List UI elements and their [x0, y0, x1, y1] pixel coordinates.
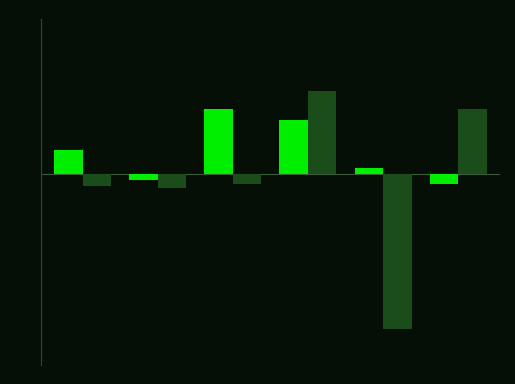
Bar: [430, 174, 458, 184]
Bar: [204, 109, 233, 174]
Bar: [354, 168, 383, 174]
Bar: [280, 121, 308, 174]
Bar: [54, 150, 82, 174]
Bar: [129, 174, 158, 180]
Bar: [383, 174, 411, 329]
Bar: [233, 174, 261, 184]
Bar: [458, 109, 487, 174]
Bar: [308, 91, 336, 174]
Bar: [82, 174, 111, 186]
Bar: [158, 174, 186, 189]
